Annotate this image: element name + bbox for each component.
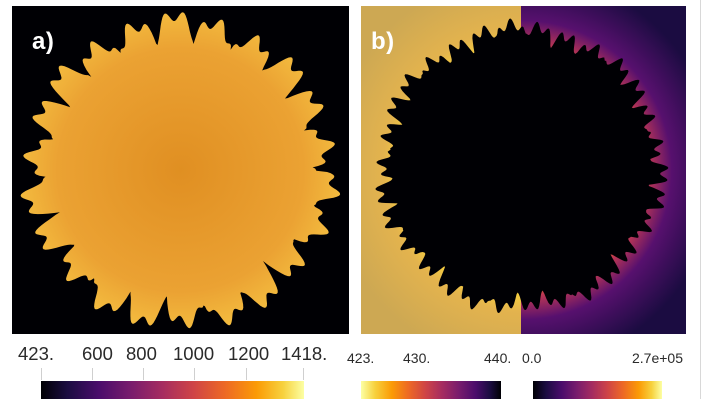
panel-a-plot: a) [12,6,349,334]
colorbar-a-tick-mark [246,368,247,380]
panel-b-field [361,6,686,334]
colorbar-b-left-tick-label: 440. [484,350,512,366]
colorbar-a-tick-label: 800 [126,343,157,364]
colorbar-a-tick-label: 1200 [228,343,270,364]
colorbar-a-tick-mark [92,368,93,380]
dendrite-crystal-a [20,12,341,329]
right-edge-divider [700,0,701,399]
colorbar-a-tick-mark [303,368,304,380]
colorbar-a [41,381,304,399]
colorbar-a-tick-label: 423. [18,343,55,364]
panel-a-label: a) [32,28,55,55]
panel-a-field [12,6,349,334]
colorbar-a-tick-label: 600 [82,343,113,364]
colorbar-b-right [533,381,662,399]
colorbar-a-tick-label: 1000 [173,343,215,364]
colorbar-b-right-ticks: 0.0 2.7e+05 [522,350,712,368]
panel-b-label: b) [371,28,395,55]
colorbar-a-tick-mark [41,368,42,380]
colorbar-a-ticks: 423. 600 800 1000 1200 1418. [18,343,333,365]
colorbar-a-tick-mark [143,368,144,380]
panel-b-plot: b) [361,6,686,334]
colorbar-a-tick-mark [194,368,195,380]
colorbar-b-left [361,381,501,399]
colorbar-b-left-tick-label: 430. [403,350,431,366]
colorbar-b-left-tick-label: 423. [347,350,375,366]
colorbar-b-left-ticks: 423. 430. 440. [347,350,511,368]
colorbar-b-right-tick-label: 2.7e+05 [632,350,683,366]
colorbar-a-tick-label: 1418. [281,343,328,364]
dendrite-crystal-b [375,18,669,313]
colorbar-b-right-tick-label: 0.0 [522,350,542,366]
